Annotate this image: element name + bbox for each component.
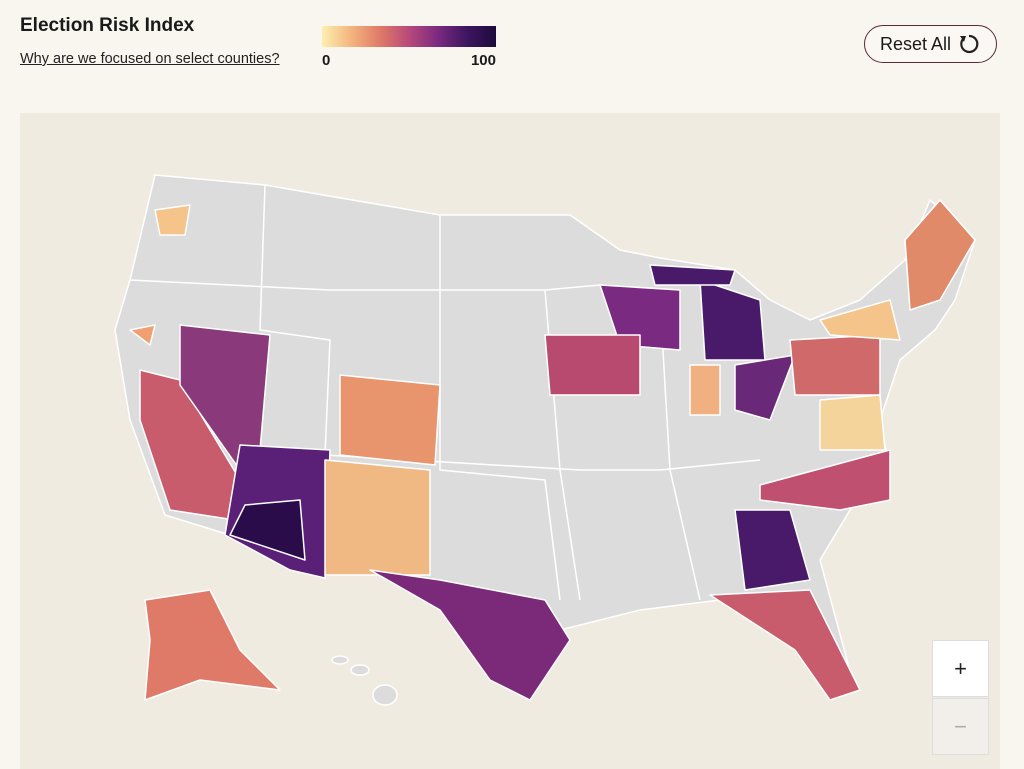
region-ohio <box>734 354 796 421</box>
region-alaska <box>144 589 281 701</box>
region-iowa <box>544 334 641 396</box>
region-florida <box>709 589 861 701</box>
reset-label: Reset All <box>879 33 952 54</box>
legend-max: 100 <box>470 52 496 69</box>
region-new-england <box>904 199 976 311</box>
info-link[interactable]: Why are we focused on select counties? <box>20 51 280 67</box>
state-border <box>129 279 601 291</box>
region-colorado <box>339 374 441 466</box>
region-arizona-core <box>229 499 306 561</box>
state-border <box>659 299 701 601</box>
region-new-mexico <box>324 459 431 576</box>
region-indiana <box>689 364 721 416</box>
state-border <box>324 454 761 471</box>
reset-button[interactable]: Reset All <box>864 25 997 63</box>
region-new-york <box>819 299 901 341</box>
region-georgia <box>734 509 811 591</box>
title: Election Risk Index <box>20 15 195 36</box>
hawaii <box>350 664 370 676</box>
region-washington <box>154 204 191 236</box>
color-scale <box>322 26 496 47</box>
hawaii <box>372 684 398 706</box>
region-pennsylvania <box>789 334 881 396</box>
hawaii <box>331 655 349 665</box>
region-wisconsin <box>599 284 681 351</box>
legend-min: 0 <box>322 52 331 69</box>
region-north-carolina <box>759 449 891 511</box>
zoom-in[interactable]: + <box>932 640 989 697</box>
state-border <box>439 215 561 601</box>
region-oregon <box>129 324 156 346</box>
state-border <box>259 184 331 456</box>
region-michigan-up <box>649 264 736 286</box>
zoom-out[interactable]: − <box>932 698 989 755</box>
region-texas <box>369 569 571 701</box>
reset-icon <box>960 34 979 54</box>
region-virginia <box>819 394 886 451</box>
